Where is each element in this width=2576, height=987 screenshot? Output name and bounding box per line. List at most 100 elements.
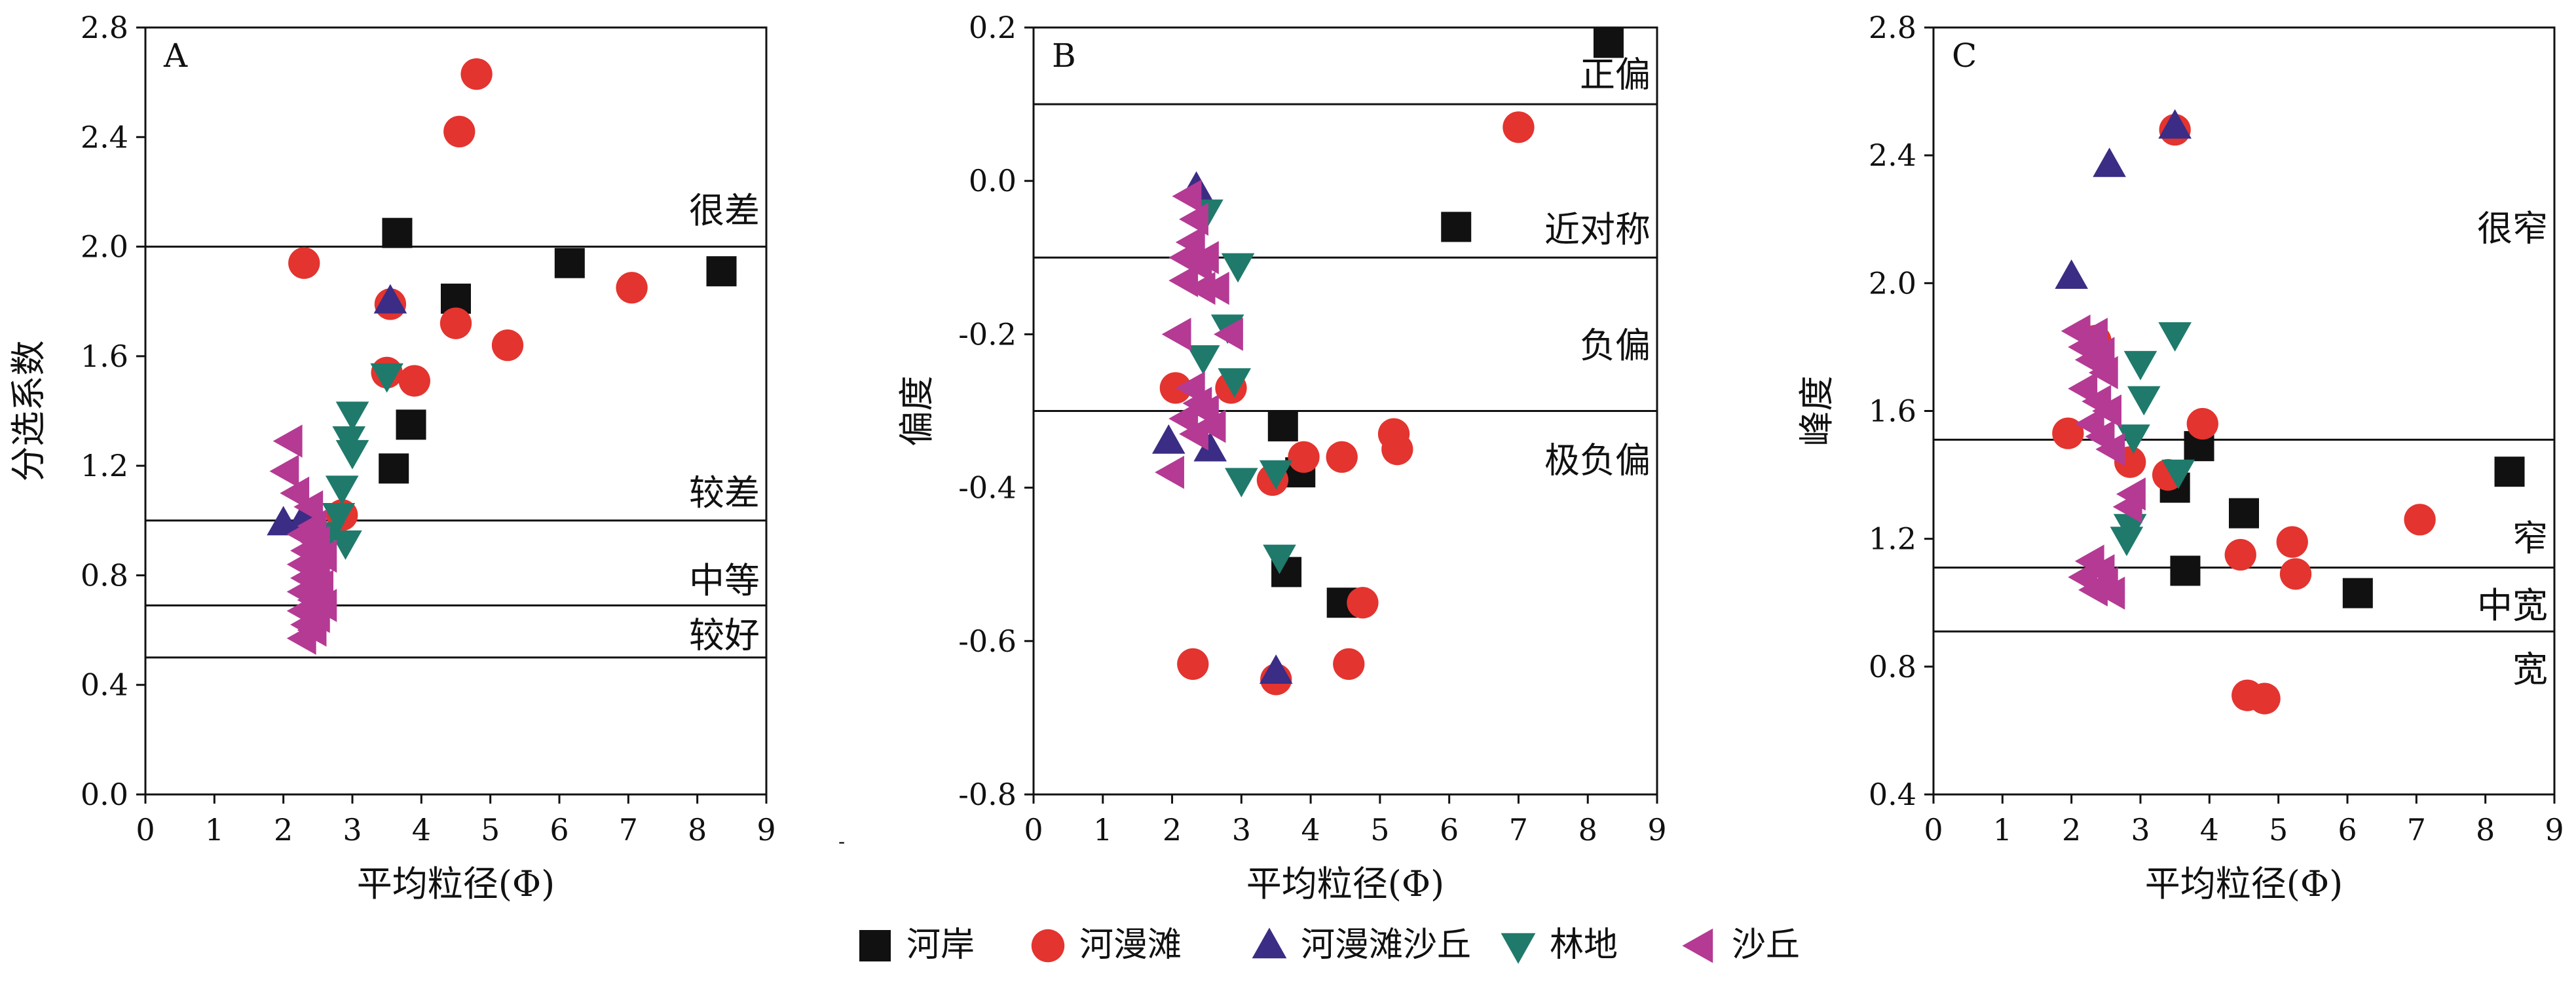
data-point <box>706 256 737 287</box>
legend-item: 沙丘 <box>1682 925 1800 965</box>
data-point <box>1179 417 1208 451</box>
data-point <box>1151 424 1185 454</box>
data-point <box>2161 459 2195 489</box>
series-河漫滩沙丘 <box>267 284 407 536</box>
x-tick-label: 3 <box>1232 812 1251 847</box>
y-tick-label: 2.4 <box>1869 138 1916 173</box>
data-point <box>1177 648 1209 680</box>
x-tick-label: 5 <box>1370 812 1389 847</box>
data-point <box>616 272 648 304</box>
y-tick-label: 1.6 <box>81 339 128 374</box>
data-point <box>1347 587 1379 619</box>
region-label: 宽 <box>2512 649 2548 690</box>
x-tick-label: 6 <box>550 812 569 847</box>
x-tick-label: 9 <box>1647 812 1666 847</box>
y-tick-label: 2.0 <box>1869 265 1916 301</box>
data-point <box>1189 241 1219 274</box>
y-tick-label: 0.4 <box>1869 777 1916 812</box>
data-point <box>2095 432 2125 466</box>
series-河岸 <box>1267 28 1624 618</box>
data-point <box>2186 407 2218 440</box>
x-tick-label: 8 <box>688 812 707 847</box>
y-tick-label: 2.8 <box>1869 10 1916 45</box>
data-point <box>2170 555 2201 586</box>
series-河岸 <box>379 217 737 484</box>
stray-mark: - <box>838 830 845 853</box>
series-沙丘 <box>2061 314 2146 610</box>
series-沙丘 <box>1155 179 1243 489</box>
y-axis-label: 峰度 <box>1796 376 1837 447</box>
x-tick-label: 3 <box>2131 812 2150 847</box>
data-point <box>2055 259 2088 289</box>
y-axis-label: 偏度 <box>896 376 937 447</box>
data-point <box>2494 456 2525 487</box>
y-tick-label: 2.4 <box>81 119 128 155</box>
panel-label: C <box>1952 37 1977 75</box>
legend-label: 林地 <box>1550 925 1618 965</box>
data-point <box>1288 441 1320 473</box>
data-point <box>373 284 407 314</box>
x-tick-label: 4 <box>2200 812 2219 847</box>
data-point <box>1168 401 1199 436</box>
x-axis-label: 平均粒径(Φ) <box>357 863 555 904</box>
data-point <box>2404 504 2436 536</box>
data-point <box>379 453 409 484</box>
x-tick-label: 0 <box>1924 812 1943 847</box>
x-tick-label: 5 <box>2269 812 2288 847</box>
data-point <box>2224 538 2256 571</box>
series-河漫滩 <box>1159 111 1535 696</box>
plot-frame <box>1932 26 2556 796</box>
data-point <box>382 217 413 248</box>
data-point <box>2229 498 2259 529</box>
class-label: 近对称 <box>1544 209 1651 250</box>
data-point <box>2112 490 2142 524</box>
class-label: 中宽 <box>2477 585 2548 626</box>
legend-marker <box>1682 928 1713 963</box>
y-tick-label: 0.2 <box>969 10 1017 45</box>
data-point <box>2279 558 2312 590</box>
x-tick-label: 8 <box>2476 812 2495 847</box>
legend-marker <box>1031 929 1065 963</box>
y-tick-label: 2.8 <box>81 10 128 45</box>
series-河岸 <box>2159 431 2525 608</box>
y-tick-label: 1.2 <box>81 448 128 483</box>
x-tick-label: 1 <box>1993 812 2012 847</box>
data-point <box>443 115 476 148</box>
y-tick-label: 0.4 <box>81 667 128 703</box>
data-point <box>1218 368 1252 398</box>
data-point <box>335 401 369 432</box>
y-tick-label: 1.2 <box>1869 521 1916 557</box>
data-point <box>1503 111 1535 143</box>
data-point <box>272 424 303 458</box>
data-point <box>286 622 316 655</box>
legend-label: 河漫滩沙丘 <box>1301 925 1471 965</box>
class-label: 窄 <box>2512 518 2548 559</box>
series-河漫滩沙丘 <box>1151 171 1293 684</box>
data-point <box>554 248 585 278</box>
x-tick-label: 9 <box>2545 812 2564 847</box>
data-point <box>1179 202 1208 236</box>
class-label: 较差 <box>689 472 760 513</box>
data-point <box>1186 345 1220 375</box>
data-point <box>370 363 403 393</box>
series-林地 <box>311 363 403 560</box>
class-label: 较好 <box>689 614 760 656</box>
series-林地 <box>2110 322 2195 557</box>
data-point <box>335 439 369 470</box>
data-point <box>2158 322 2192 352</box>
data-point <box>1263 544 1296 574</box>
legend-label: 河岸 <box>906 925 975 965</box>
data-point <box>1326 441 1358 473</box>
data-point <box>2127 386 2161 416</box>
data-point <box>1214 318 1243 351</box>
x-tick-label: 7 <box>619 812 638 847</box>
data-point <box>1161 318 1191 351</box>
data-point <box>1259 654 1293 684</box>
x-tick-label: 2 <box>1163 812 1182 847</box>
panel-label: B <box>1052 37 1076 75</box>
data-point <box>2276 526 2308 558</box>
data-point <box>1441 212 1472 242</box>
x-tick-label: 6 <box>1440 812 1459 847</box>
